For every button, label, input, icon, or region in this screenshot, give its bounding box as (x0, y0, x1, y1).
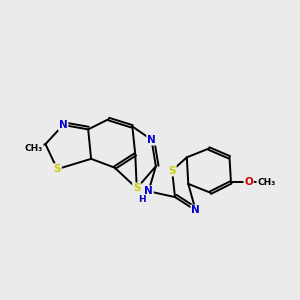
Text: S: S (168, 166, 176, 176)
Text: N: N (147, 135, 156, 145)
Text: CH₃: CH₃ (25, 144, 43, 153)
Text: S: S (133, 183, 140, 193)
Text: S: S (53, 164, 61, 174)
Text: CH₃: CH₃ (257, 178, 275, 187)
Text: N: N (59, 120, 68, 130)
Text: H: H (138, 195, 146, 204)
Text: N: N (144, 186, 153, 196)
Text: O: O (244, 177, 253, 188)
Text: N: N (191, 206, 200, 215)
